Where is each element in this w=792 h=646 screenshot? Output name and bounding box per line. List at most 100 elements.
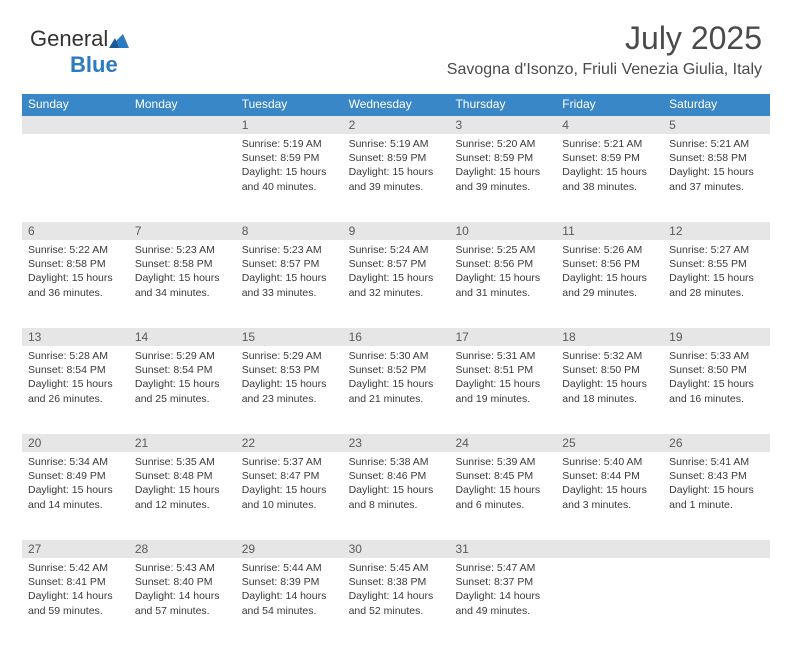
day-number: 23 [343, 434, 450, 452]
sunset-text: Sunset: 8:53 PM [242, 363, 336, 377]
weekday-header: Monday [129, 94, 236, 116]
sunset-text: Sunset: 8:58 PM [135, 257, 229, 271]
day-cell [663, 558, 770, 646]
day-number [663, 540, 770, 558]
sunset-text: Sunset: 8:54 PM [28, 363, 122, 377]
daylight-text: Daylight: 15 hours and 21 minutes. [349, 377, 443, 405]
day-cell: Sunrise: 5:24 AMSunset: 8:57 PMDaylight:… [343, 240, 450, 328]
day-cell: Sunrise: 5:37 AMSunset: 8:47 PMDaylight:… [236, 452, 343, 540]
sunset-text: Sunset: 8:57 PM [242, 257, 336, 271]
day-number: 16 [343, 328, 450, 346]
day-number: 14 [129, 328, 236, 346]
sunrise-text: Sunrise: 5:45 AM [349, 561, 443, 575]
sunset-text: Sunset: 8:43 PM [669, 469, 763, 483]
day-number: 18 [556, 328, 663, 346]
sunrise-text: Sunrise: 5:25 AM [455, 243, 549, 257]
daylight-text: Daylight: 15 hours and 39 minutes. [349, 165, 443, 193]
daylight-text: Daylight: 14 hours and 52 minutes. [349, 589, 443, 617]
daylight-text: Daylight: 15 hours and 29 minutes. [562, 271, 656, 299]
sunrise-text: Sunrise: 5:34 AM [28, 455, 122, 469]
sunset-text: Sunset: 8:46 PM [349, 469, 443, 483]
sunrise-text: Sunrise: 5:26 AM [562, 243, 656, 257]
day-number: 22 [236, 434, 343, 452]
day-cell: Sunrise: 5:33 AMSunset: 8:50 PMDaylight:… [663, 346, 770, 434]
day-cell: Sunrise: 5:23 AMSunset: 8:57 PMDaylight:… [236, 240, 343, 328]
sunset-text: Sunset: 8:44 PM [562, 469, 656, 483]
sunset-text: Sunset: 8:59 PM [349, 151, 443, 165]
weekday-header: Sunday [22, 94, 129, 116]
day-number: 12 [663, 222, 770, 240]
week-row: Sunrise: 5:34 AMSunset: 8:49 PMDaylight:… [22, 452, 770, 540]
day-cell: Sunrise: 5:29 AMSunset: 8:54 PMDaylight:… [129, 346, 236, 434]
day-number-row: 2728293031 [22, 540, 770, 558]
daylight-text: Daylight: 15 hours and 28 minutes. [669, 271, 763, 299]
sunrise-text: Sunrise: 5:20 AM [455, 137, 549, 151]
sunrise-text: Sunrise: 5:21 AM [669, 137, 763, 151]
logo-blue: Blue [70, 52, 118, 77]
sunset-text: Sunset: 8:47 PM [242, 469, 336, 483]
day-number [129, 116, 236, 134]
day-number: 21 [129, 434, 236, 452]
day-number: 4 [556, 116, 663, 134]
sunrise-text: Sunrise: 5:23 AM [135, 243, 229, 257]
sunrise-text: Sunrise: 5:24 AM [349, 243, 443, 257]
sunrise-text: Sunrise: 5:29 AM [242, 349, 336, 363]
day-cell: Sunrise: 5:20 AMSunset: 8:59 PMDaylight:… [449, 134, 556, 222]
daylight-text: Daylight: 15 hours and 38 minutes. [562, 165, 656, 193]
sunset-text: Sunset: 8:59 PM [562, 151, 656, 165]
day-number: 6 [22, 222, 129, 240]
day-cell: Sunrise: 5:25 AMSunset: 8:56 PMDaylight:… [449, 240, 556, 328]
daylight-text: Daylight: 15 hours and 23 minutes. [242, 377, 336, 405]
day-cell: Sunrise: 5:26 AMSunset: 8:56 PMDaylight:… [556, 240, 663, 328]
day-number: 20 [22, 434, 129, 452]
logo: General Blue [30, 26, 129, 78]
sunrise-text: Sunrise: 5:40 AM [562, 455, 656, 469]
sunset-text: Sunset: 8:58 PM [28, 257, 122, 271]
day-number: 27 [22, 540, 129, 558]
location: Savogna d'Isonzo, Friuli Venezia Giulia,… [447, 61, 762, 79]
sunset-text: Sunset: 8:56 PM [455, 257, 549, 271]
day-cell: Sunrise: 5:28 AMSunset: 8:54 PMDaylight:… [22, 346, 129, 434]
daylight-text: Daylight: 15 hours and 33 minutes. [242, 271, 336, 299]
day-cell: Sunrise: 5:29 AMSunset: 8:53 PMDaylight:… [236, 346, 343, 434]
title-block: July 2025 Savogna d'Isonzo, Friuli Venez… [447, 20, 762, 79]
daylight-text: Daylight: 15 hours and 25 minutes. [135, 377, 229, 405]
day-number-row: 13141516171819 [22, 328, 770, 346]
daylight-text: Daylight: 15 hours and 36 minutes. [28, 271, 122, 299]
calendar: Sunday Monday Tuesday Wednesday Thursday… [22, 94, 770, 646]
daylight-text: Daylight: 15 hours and 14 minutes. [28, 483, 122, 511]
daylight-text: Daylight: 15 hours and 39 minutes. [455, 165, 549, 193]
sunset-text: Sunset: 8:37 PM [455, 575, 549, 589]
sunset-text: Sunset: 8:48 PM [135, 469, 229, 483]
weekday-header: Wednesday [343, 94, 450, 116]
day-cell: Sunrise: 5:34 AMSunset: 8:49 PMDaylight:… [22, 452, 129, 540]
day-number: 24 [449, 434, 556, 452]
day-number: 9 [343, 222, 450, 240]
day-cell: Sunrise: 5:41 AMSunset: 8:43 PMDaylight:… [663, 452, 770, 540]
sunrise-text: Sunrise: 5:33 AM [669, 349, 763, 363]
sunrise-text: Sunrise: 5:44 AM [242, 561, 336, 575]
sunrise-text: Sunrise: 5:22 AM [28, 243, 122, 257]
day-cell: Sunrise: 5:40 AMSunset: 8:44 PMDaylight:… [556, 452, 663, 540]
day-cell [129, 134, 236, 222]
day-number: 13 [22, 328, 129, 346]
sunrise-text: Sunrise: 5:42 AM [28, 561, 122, 575]
logo-general: General [30, 26, 108, 51]
sunrise-text: Sunrise: 5:27 AM [669, 243, 763, 257]
sunset-text: Sunset: 8:52 PM [349, 363, 443, 377]
sunset-text: Sunset: 8:49 PM [28, 469, 122, 483]
day-cell: Sunrise: 5:31 AMSunset: 8:51 PMDaylight:… [449, 346, 556, 434]
sunrise-text: Sunrise: 5:19 AM [242, 137, 336, 151]
sunrise-text: Sunrise: 5:32 AM [562, 349, 656, 363]
sunset-text: Sunset: 8:39 PM [242, 575, 336, 589]
daylight-text: Daylight: 15 hours and 31 minutes. [455, 271, 549, 299]
day-number: 7 [129, 222, 236, 240]
day-cell: Sunrise: 5:39 AMSunset: 8:45 PMDaylight:… [449, 452, 556, 540]
day-cell: Sunrise: 5:45 AMSunset: 8:38 PMDaylight:… [343, 558, 450, 646]
sunset-text: Sunset: 8:45 PM [455, 469, 549, 483]
day-cell: Sunrise: 5:35 AMSunset: 8:48 PMDaylight:… [129, 452, 236, 540]
day-cell [556, 558, 663, 646]
daylight-text: Daylight: 15 hours and 37 minutes. [669, 165, 763, 193]
day-cell: Sunrise: 5:47 AMSunset: 8:37 PMDaylight:… [449, 558, 556, 646]
sunrise-text: Sunrise: 5:19 AM [349, 137, 443, 151]
